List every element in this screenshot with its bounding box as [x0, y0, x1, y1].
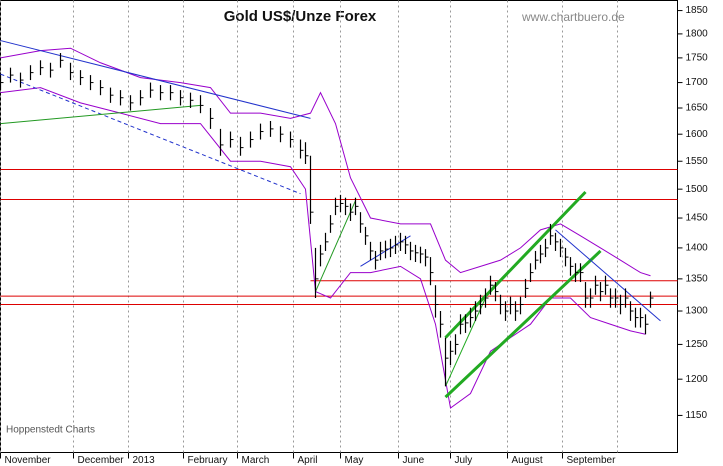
source-label: Hoppenstedt Charts	[6, 425, 95, 436]
plot-frame	[0, 0, 678, 453]
x-tick-label: December	[78, 455, 125, 466]
trend-line	[0, 104, 201, 125]
trend-line	[555, 229, 661, 322]
y-tick-label: 1350	[686, 274, 709, 285]
trend-line	[0, 40, 311, 119]
x-tick-label: March	[242, 455, 270, 466]
y-tick-label: 1850	[686, 5, 709, 16]
x-tick-label: May	[345, 455, 364, 466]
trend-line	[445, 297, 486, 387]
trend-line	[0, 73, 301, 195]
y-tick-label: 1400	[686, 243, 709, 254]
x-tick-label: February	[188, 455, 228, 466]
x-tick-label: June	[403, 455, 425, 466]
bollinger-band	[0, 87, 646, 409]
watermark: www.chartbuero.de	[521, 10, 625, 24]
y-tick-label: 1550	[686, 156, 709, 167]
y-tick-label: 1150	[686, 410, 708, 421]
trend-line	[315, 200, 356, 292]
chart-title: Gold US$/Unze Forex	[224, 8, 377, 25]
bollinger-band	[0, 47, 651, 277]
trend-line	[444, 249, 602, 399]
y-tick-label: 1650	[686, 103, 709, 114]
y-tick-label: 1600	[686, 129, 709, 140]
y-tick-label: 1750	[686, 53, 709, 64]
y-tick-label: 1500	[686, 184, 709, 195]
x-tick-label: July	[455, 455, 473, 466]
y-tick-label: 1450	[686, 213, 709, 224]
x-tick-label: August	[512, 455, 543, 466]
trend-line	[444, 190, 587, 339]
y-tick-label: 1800	[686, 29, 709, 40]
y-tick-label: 1200	[686, 374, 709, 385]
x-tick-label: November	[5, 455, 52, 466]
y-tick-label: 1300	[686, 306, 709, 317]
y-tick-label: 1250	[686, 339, 709, 350]
x-tick-label: 2013	[133, 455, 156, 466]
y-tick-label: 1700	[686, 77, 709, 88]
x-tick-label: April	[298, 455, 318, 466]
x-tick-label: September	[567, 455, 617, 466]
